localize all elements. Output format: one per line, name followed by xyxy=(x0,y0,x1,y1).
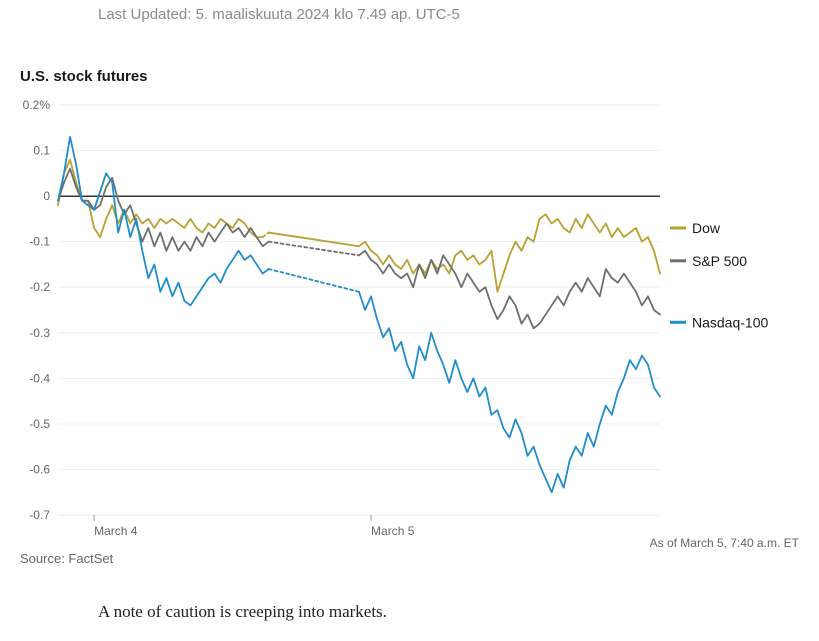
last-updated: Last Updated: 5. maaliskuuta 2024 klo 7.… xyxy=(98,6,460,23)
svg-text:0: 0 xyxy=(43,189,50,203)
svg-text:S&P 500: S&P 500 xyxy=(692,253,747,269)
line-chart-svg: 0.2% 0.1 0 -0.1 -0.2 -0.3 -0.4 -0.5 -0.6 -0.7 Marc… xyxy=(20,95,800,535)
svg-text:0.2%: 0.2% xyxy=(23,98,51,112)
as-of-label: As of March 5, 7:40 a.m. ET xyxy=(650,536,799,550)
svg-text:-0.6: -0.6 xyxy=(29,462,50,476)
svg-text:-0.3: -0.3 xyxy=(29,326,50,340)
svg-text:-0.7: -0.7 xyxy=(29,508,50,522)
svg-text:-0.4: -0.4 xyxy=(29,371,50,385)
svg-text:-0.1: -0.1 xyxy=(29,235,50,249)
chart-title: U.S. stock futures xyxy=(20,68,148,85)
source-label: Source: FactSet xyxy=(20,551,113,566)
caption-text: A note of caution is creeping into marke… xyxy=(98,602,387,622)
svg-text:Nasdaq-100: Nasdaq-100 xyxy=(692,314,768,330)
svg-text:0.1: 0.1 xyxy=(33,144,50,158)
futures-chart: 0.2% 0.1 0 -0.1 -0.2 -0.3 -0.4 -0.5 -0.6 -0.7 Marc… xyxy=(20,95,800,535)
svg-text:-0.2: -0.2 xyxy=(29,280,50,294)
svg-text:March 5: March 5 xyxy=(371,524,415,535)
svg-text:March 4: March 4 xyxy=(94,524,138,535)
svg-text:-0.5: -0.5 xyxy=(29,417,50,431)
svg-text:Dow: Dow xyxy=(692,220,721,236)
